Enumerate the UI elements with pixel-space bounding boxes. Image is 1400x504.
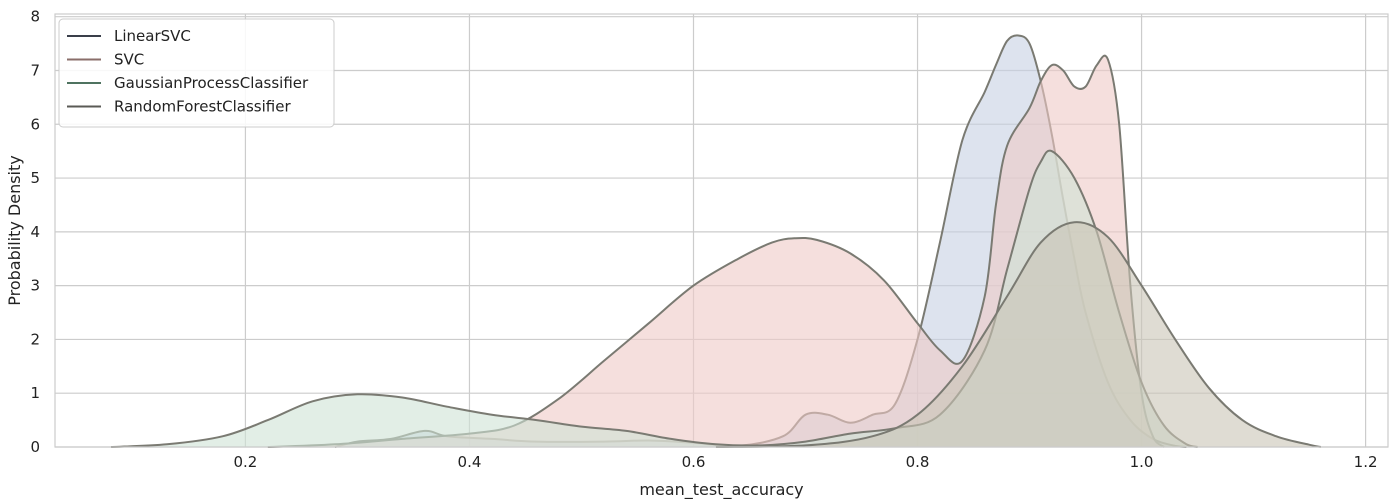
y-tick-label: 3 xyxy=(30,277,40,295)
legend-label: LinearSVC xyxy=(114,27,191,45)
x-tick-label: 0.8 xyxy=(906,453,930,471)
y-tick-label: 7 xyxy=(30,61,40,79)
y-tick-label: 0 xyxy=(30,438,40,456)
y-axis-title: Probability Density xyxy=(5,155,24,306)
legend-label: RandomForestClassifier xyxy=(114,98,291,116)
density-line-1 xyxy=(267,54,1165,448)
legend-label: SVC xyxy=(114,51,144,69)
density-series xyxy=(110,34,1322,448)
legend-box xyxy=(58,18,335,128)
y-tick-label: 2 xyxy=(30,330,40,348)
x-tick-label: 1.0 xyxy=(1130,453,1154,471)
plot-frame xyxy=(54,13,1389,448)
x-tick-label: 0.6 xyxy=(682,453,706,471)
x-axis-ticks: 0.2 0.4 0.6 0.8 1.0 1.2 xyxy=(233,453,1377,471)
x-tick-label: 0.2 xyxy=(233,453,257,471)
legend-label: GaussianProcessClassifier xyxy=(114,74,309,92)
density-area-3 xyxy=(715,222,1321,447)
y-tick-label: 8 xyxy=(30,8,40,26)
y-tick-label: 6 xyxy=(30,115,40,133)
legend: LinearSVC SVC GaussianProcessClassifier Ran… xyxy=(58,18,335,128)
y-tick-label: 5 xyxy=(30,169,40,187)
x-tick-label: 1.2 xyxy=(1354,453,1378,471)
x-tick-label: 0.4 xyxy=(458,453,482,471)
y-tick-label: 4 xyxy=(30,223,40,241)
y-tick-label: 1 xyxy=(30,384,40,402)
density-line-3 xyxy=(715,221,1322,448)
x-axis-title: mean_test_accuracy xyxy=(639,480,803,500)
y-axis-ticks: 0 1 2 3 4 5 6 7 8 xyxy=(30,8,40,456)
